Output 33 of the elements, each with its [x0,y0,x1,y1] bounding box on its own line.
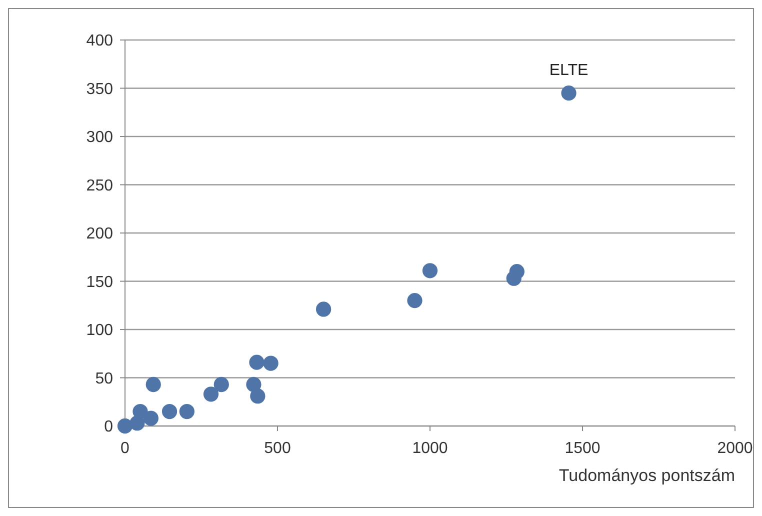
point [214,376,229,392]
x-tick-label: 1500 [564,440,600,457]
annotation: ELTE [549,62,588,80]
point [179,404,194,420]
x-tick-label: 1000 [412,440,448,457]
y-tick-label: 300 [86,129,114,146]
point [249,354,264,370]
x-axis-title: Tudományos pontszám [558,466,735,485]
point [246,376,262,392]
point [506,270,522,286]
y-tick-label: 100 [86,322,114,340]
point [203,386,219,402]
point [422,263,438,278]
point [117,418,133,434]
y-tick-label: 50 [95,370,114,388]
point [132,404,148,420]
point [561,86,576,101]
point [316,302,332,317]
y-tick-label: 350 [86,80,114,98]
x-tick-label: 500 [264,440,291,457]
point [162,404,178,420]
y-tick-label: 200 [86,226,114,243]
y-tick-label: 400 [86,32,114,50]
x-tick-label: 2000 [717,440,753,457]
y-tick-label: 250 [86,177,114,194]
point [250,388,266,404]
y-tick-label: 0 [104,418,114,436]
point [143,410,158,426]
point [407,292,422,308]
x-tick-label: 0 [120,440,130,457]
point [263,356,278,371]
y-tick-label: 150 [86,274,114,291]
point [146,376,161,392]
